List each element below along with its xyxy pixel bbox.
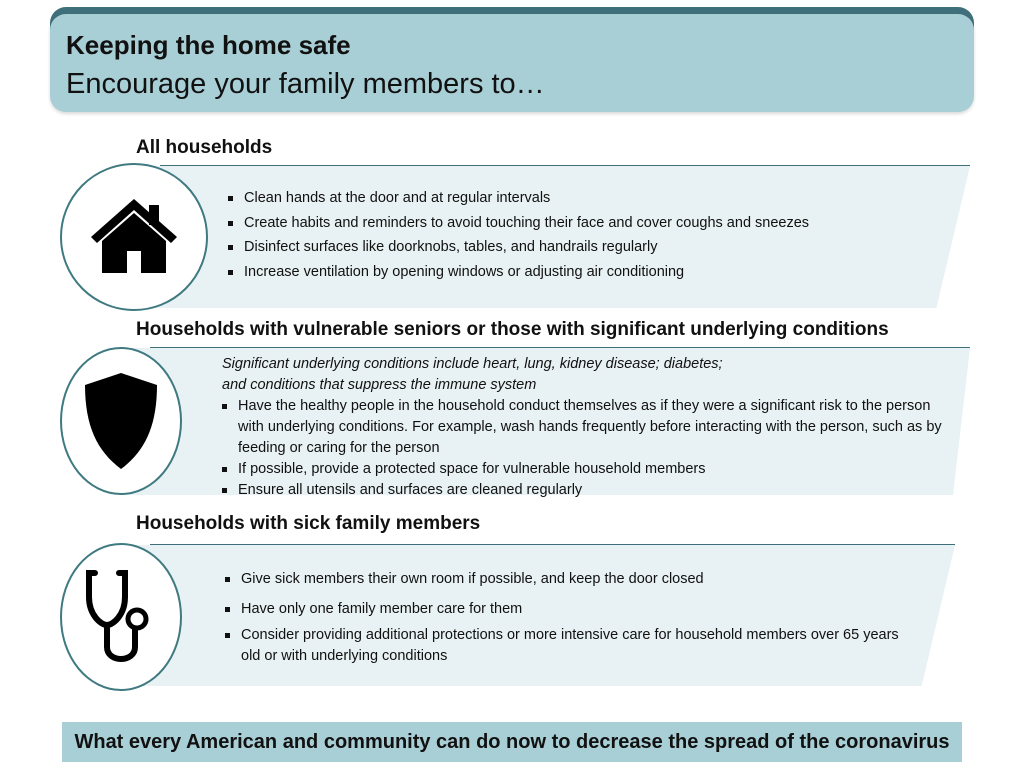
section-panel <box>130 166 970 308</box>
section-heading: Households with sick family members <box>136 513 481 534</box>
list-item: Increase ventilation by opening windows … <box>228 262 928 283</box>
list-item: Create habits and reminders to avoid tou… <box>228 213 928 234</box>
icon-circle <box>60 163 208 311</box>
list-item: Give sick members their own room if poss… <box>225 569 915 590</box>
bullet-list: Clean hands at the door and at regular i… <box>228 188 928 283</box>
section-heading: All households <box>136 137 273 158</box>
note-text: Significant underlying conditions includ… <box>222 356 723 372</box>
divider <box>150 347 970 348</box>
list-item: Consider providing additional protection… <box>225 625 915 667</box>
divider <box>150 544 955 545</box>
note-text: and conditions that suppress the immune … <box>222 377 537 393</box>
list-item: Have only one family member care for the… <box>225 599 915 620</box>
icon-circle <box>60 543 182 691</box>
header-banner: Keeping the home safe Encourage your fam… <box>50 14 974 112</box>
shield-icon <box>85 373 157 469</box>
list-item: Disinfect surfaces like doorknobs, table… <box>228 237 928 258</box>
list-item: Clean hands at the door and at regular i… <box>228 188 928 209</box>
section-heading: Households with vulnerable seniors or th… <box>136 319 889 340</box>
section-panel <box>120 348 970 495</box>
house-icon <box>91 199 177 273</box>
section-panel <box>120 545 955 686</box>
footer-banner: What every American and community can do… <box>62 722 962 762</box>
bullet-list: Significant underlying conditions includ… <box>222 354 952 501</box>
stethoscope-icon <box>86 570 149 662</box>
icon-circle <box>60 347 182 495</box>
bullet-list: Give sick members their own room if poss… <box>225 569 915 667</box>
list-item: If possible, provide a protected space f… <box>222 459 952 480</box>
list-item: Have the healthy people in the household… <box>222 396 952 459</box>
list-item: Ensure all utensils and surfaces are cle… <box>222 480 952 501</box>
page-subtitle: Encourage your family members to… <box>66 68 545 100</box>
page-title: Keeping the home safe <box>66 30 351 60</box>
divider <box>160 165 970 166</box>
